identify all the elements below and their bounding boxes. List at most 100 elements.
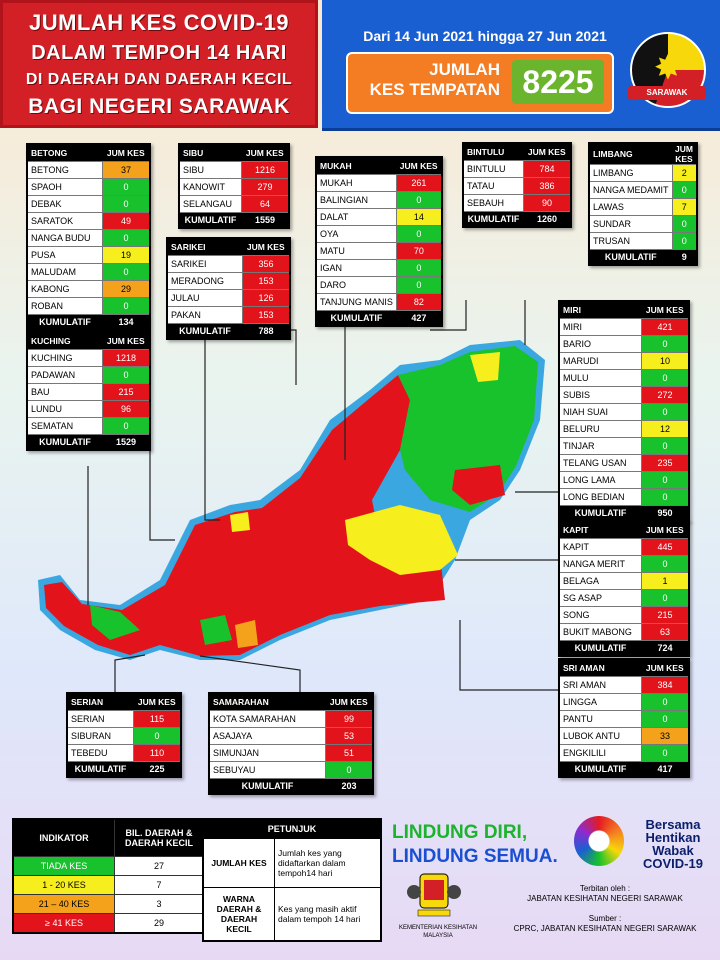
- district-name: IGAN: [315, 259, 397, 277]
- bersama-logo-icon: [574, 816, 624, 866]
- cumulative-row: KUMULATIF 225: [66, 761, 182, 778]
- case-count: 1216: [241, 161, 290, 179]
- case-count: 7: [671, 198, 698, 216]
- col-header: JUM KES: [241, 144, 289, 162]
- total-label-2: KES TEMPATAN: [369, 80, 500, 99]
- cumulative-value: 1529: [102, 434, 151, 451]
- table-row: MERADONG 153: [166, 272, 291, 290]
- division-name: KUCHING: [27, 332, 103, 350]
- case-count: 49: [102, 212, 151, 230]
- table-serian: SERIAN JUM KES SERIAN 115 SIBURAN 0 TEBEDU 110 K…: [66, 692, 182, 778]
- district-name: MERADONG: [166, 272, 243, 290]
- case-count: 0: [102, 263, 151, 281]
- table-bintulu: BINTULU JUM KES BINTULU 784 TATAU 386 SEBAUH 90…: [462, 142, 572, 228]
- ministry-name: KEMENTERIAN KESIHATAN MALAYSIA: [398, 925, 478, 939]
- col-header: JUM KES: [641, 521, 689, 539]
- map-green-north: [398, 346, 538, 512]
- cumulative-value: 1559: [241, 212, 290, 229]
- case-count: 70: [395, 242, 443, 260]
- legend-head-indicator: INDIKATOR: [12, 818, 115, 857]
- case-count: 0: [671, 181, 698, 199]
- district-name: ASAJAYA: [208, 727, 326, 745]
- table-row: KANOWIT 279: [178, 178, 290, 196]
- division-name: BETONG: [27, 144, 103, 162]
- cumulative-label: KUMULATIF: [558, 640, 642, 657]
- case-count: 96: [102, 400, 151, 418]
- division-name: KAPIT: [559, 521, 642, 539]
- table-row: SIBURAN 0: [66, 727, 182, 745]
- bersama-line-2: Hentikan: [645, 830, 701, 845]
- district-name: LUNDU: [26, 400, 103, 418]
- district-name: SPAOH: [26, 178, 103, 196]
- table-kuching: KUCHING JUM KES KUCHING 1218 PADAWAN 0 BAU 215 L…: [26, 331, 151, 451]
- case-count: 10: [641, 352, 690, 370]
- cumulative-label: KUMULATIF: [315, 310, 397, 327]
- cumulative-value: 950: [641, 505, 690, 522]
- map-green-kuching: [90, 605, 140, 640]
- district-name: TRUSAN: [588, 232, 673, 250]
- cumulative-row: KUMULATIF 9: [588, 249, 698, 266]
- cumulative-label: KUMULATIF: [558, 761, 642, 778]
- table-sibu: SIBU JUM KES SIBU 1216 KANOWIT 279 SELANGAU 64 K…: [178, 143, 290, 229]
- case-count: 0: [641, 693, 690, 711]
- case-count: 0: [641, 471, 690, 489]
- district-name: LONG BEDIAN: [558, 488, 642, 506]
- table-row: TATAU 386: [462, 177, 572, 195]
- table-row: JULAU 126: [166, 289, 291, 307]
- case-count: 215: [102, 383, 151, 401]
- table-row: LONG BEDIAN 0: [558, 488, 690, 506]
- legend-indicator: ≥ 41 KES: [12, 913, 115, 934]
- cumulative-label: KUMULATIF: [558, 505, 642, 522]
- district-name: NANGA BUDU: [26, 229, 103, 247]
- case-count: 272: [641, 386, 690, 404]
- col-header: JUM KES: [242, 238, 290, 256]
- legend-head-count: BIL. DAERAH & DAERAH KECIL: [114, 818, 205, 857]
- bersama-line-1: Bersama: [645, 817, 701, 832]
- legend-count: 7: [114, 875, 205, 895]
- table-row: DEBAK 0: [26, 195, 151, 213]
- district-name: LUBOK ANTU: [558, 727, 642, 745]
- col-header: JUM KES: [396, 157, 442, 175]
- district-name: BAU: [26, 383, 103, 401]
- legend-count: 27: [114, 856, 205, 876]
- division-name: SARIKEI: [167, 238, 243, 256]
- case-count: 784: [523, 160, 572, 178]
- case-count: 0: [102, 297, 151, 315]
- table-row: PAKAN 153: [166, 306, 291, 324]
- case-count: 0: [641, 589, 690, 607]
- case-count: 0: [102, 178, 151, 196]
- case-count: 384: [641, 676, 690, 694]
- case-count: 215: [641, 606, 690, 624]
- district-name: KAPIT: [558, 538, 642, 556]
- division-name: SAMARAHAN: [209, 693, 326, 711]
- cumulative-value: 427: [395, 310, 443, 327]
- district-name: SELANGAU: [178, 195, 242, 213]
- district-name: LONG LAMA: [558, 471, 642, 489]
- case-count: 0: [641, 744, 690, 762]
- legend-row: 21 – 40 KES 3: [12, 894, 205, 914]
- title-line-2: DALAM TEMPOH 14 HARI: [31, 42, 287, 64]
- district-name: ENGKILILI: [558, 744, 642, 762]
- division-name: MIRI: [559, 301, 642, 319]
- table-limbang: LIMBANG JUM KES LIMBANG 2 NANGA MEDAMIT 0 LAWA…: [588, 142, 698, 266]
- bersama-text: Bersama Hentikan Wabak COVID-19: [628, 818, 718, 870]
- cumulative-row: KUMULATIF 1559: [178, 212, 290, 229]
- district-name: PANTU: [558, 710, 642, 728]
- source: Sumber : CPRC, JABATAN KESIHATAN NEGERI …: [500, 914, 710, 934]
- district-name: SUNDAR: [588, 215, 673, 233]
- division-name: LIMBANG: [589, 143, 673, 165]
- table-row: NANGA MERIT 0: [558, 555, 690, 573]
- table-row: BINTULU 784: [462, 160, 572, 178]
- division-name: SRI AMAN: [559, 659, 642, 677]
- table-miri: MIRI JUM KES MIRI 421 BARIO 0 MARUDI 10 MULU 0 SUB…: [558, 300, 690, 522]
- division-name: MUKAH: [316, 157, 397, 175]
- district-name: TINJAR: [558, 437, 642, 455]
- table-row: PADAWAN 0: [26, 366, 151, 384]
- case-count: 1: [641, 572, 690, 590]
- col-header: JUM KES: [133, 693, 181, 711]
- cumulative-row: KUMULATIF 134: [26, 314, 151, 331]
- table-row: SELANGAU 64: [178, 195, 290, 213]
- table-row: OYA 0: [315, 225, 443, 243]
- case-count: 2: [671, 164, 698, 182]
- table-row: SEBUYAU 0: [208, 761, 374, 779]
